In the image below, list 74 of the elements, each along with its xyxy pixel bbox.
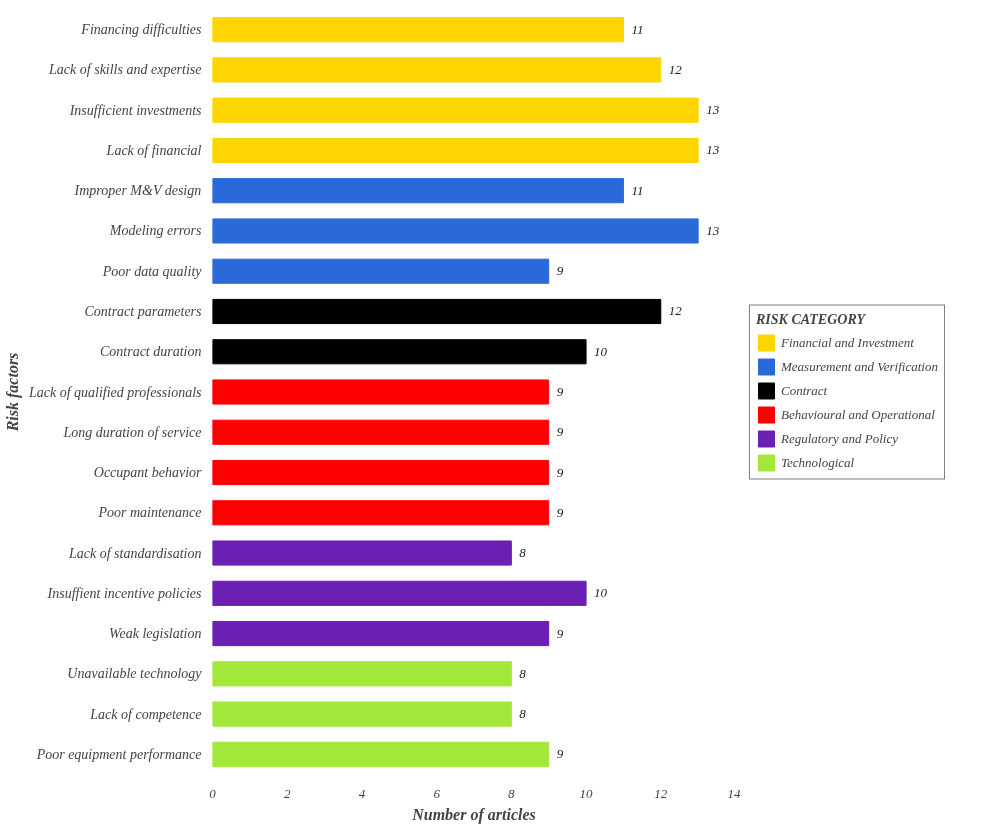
data-label: 8 bbox=[519, 665, 527, 681]
x-tick-label: 6 bbox=[433, 785, 441, 801]
bar bbox=[212, 298, 662, 325]
x-axis-title: Number of articles bbox=[411, 805, 536, 824]
y-tick-label: Poor maintenance bbox=[97, 505, 202, 521]
x-tick-label: 0 bbox=[209, 785, 217, 801]
data-label: 12 bbox=[668, 303, 683, 319]
y-tick-label: Lack of skills and expertise bbox=[48, 62, 202, 78]
y-tick-label: Occupant behavior bbox=[93, 465, 203, 481]
y-tick-label: Poor data quality bbox=[101, 263, 203, 279]
x-tick-label: 10 bbox=[579, 785, 594, 801]
data-label: 9 bbox=[556, 464, 564, 480]
y-axis-title: Risk factors bbox=[3, 352, 22, 433]
y-tick-label: Poor equipment performance bbox=[35, 746, 202, 762]
bar bbox=[212, 17, 624, 43]
bar bbox=[212, 218, 699, 244]
bar bbox=[212, 57, 662, 83]
data-label: 13 bbox=[706, 102, 720, 118]
legend-label: Technological bbox=[781, 454, 855, 470]
data-label: 10 bbox=[594, 585, 608, 601]
bar bbox=[212, 258, 550, 284]
data-label: 9 bbox=[556, 424, 564, 440]
y-tick-label: Contract parameters bbox=[84, 303, 203, 319]
data-label: 8 bbox=[519, 545, 527, 561]
data-label: 13 bbox=[706, 142, 720, 158]
y-tick-label: Unavailable technology bbox=[67, 666, 203, 682]
data-label: 9 bbox=[556, 384, 564, 399]
data-label: 8 bbox=[519, 706, 527, 722]
data-label: 9 bbox=[556, 263, 564, 279]
bar bbox=[212, 620, 550, 647]
legend-label: Measurement and Verification bbox=[781, 358, 938, 374]
x-tick-label: 12 bbox=[654, 785, 668, 801]
bar bbox=[212, 339, 587, 365]
x-tick-label: 4 bbox=[358, 785, 366, 801]
y-tick-label: Modeling errors bbox=[108, 223, 203, 239]
data-label: 13 bbox=[706, 222, 720, 238]
bar bbox=[212, 661, 512, 687]
bar bbox=[212, 500, 550, 526]
bar bbox=[212, 459, 550, 486]
bar bbox=[212, 540, 512, 566]
data-label: 9 bbox=[556, 746, 564, 762]
y-tick-label: Lack of financial bbox=[105, 142, 202, 158]
legend-label: Financial and Investment bbox=[781, 334, 914, 350]
y-tick-label: Long duration of service bbox=[62, 424, 202, 440]
data-label: 9 bbox=[556, 504, 564, 520]
legend-title: RISK CATEGORY bbox=[756, 311, 867, 327]
y-tick-label: Lack of competence bbox=[89, 706, 202, 722]
bar bbox=[212, 741, 550, 767]
y-tick-label: Financing difficulties bbox=[80, 22, 203, 38]
bar bbox=[212, 137, 699, 164]
x-tick-label: 8 bbox=[508, 785, 516, 801]
y-tick-label: Insuffient incentive policies bbox=[46, 585, 203, 601]
legend-label: Regulatory and Policy bbox=[781, 430, 898, 446]
legend-label: Contract bbox=[781, 382, 828, 398]
bar bbox=[212, 97, 699, 123]
data-label: 9 bbox=[556, 625, 564, 641]
legend-label: Behavioural and Operational bbox=[781, 406, 935, 422]
y-tick-label: Weak legislation bbox=[109, 626, 202, 642]
bar bbox=[212, 379, 550, 405]
y-tick-label: Insufficient investments bbox=[68, 102, 203, 118]
bar bbox=[212, 701, 512, 727]
x-tick-label: 2 bbox=[283, 785, 291, 801]
data-label: 11 bbox=[631, 182, 644, 198]
y-tick-label: Contract duration bbox=[99, 344, 202, 360]
bar bbox=[212, 580, 587, 606]
y-tick-label: Improper M&V design bbox=[73, 183, 202, 199]
data-label: 10 bbox=[594, 343, 608, 359]
data-label: 12 bbox=[668, 61, 683, 77]
bar bbox=[212, 419, 550, 445]
data-label: 11 bbox=[631, 21, 644, 37]
bar bbox=[212, 178, 624, 204]
x-tick-label: 14 bbox=[727, 785, 741, 801]
y-tick-label: Lack of standardisation bbox=[68, 545, 202, 561]
y-tick-label: Lack of qualified professionals bbox=[27, 384, 203, 400]
